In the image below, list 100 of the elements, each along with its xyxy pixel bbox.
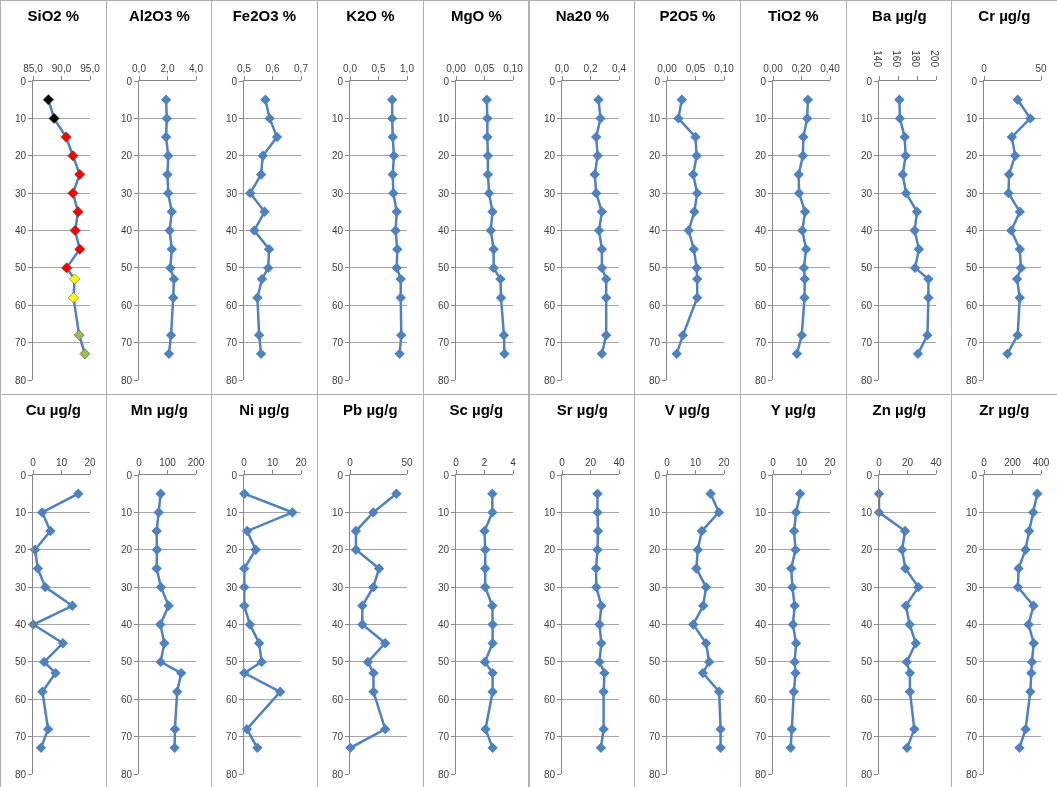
point (1028, 600, 1039, 611)
x-tick-label: 160 (890, 50, 902, 68)
chart-title: Ba µg/g (871, 7, 927, 25)
x-tick-label: 0 (453, 456, 460, 468)
point (896, 544, 907, 555)
point (479, 525, 490, 536)
y-tick-label: 60 (120, 299, 133, 311)
y-tick-label: 60 (331, 693, 344, 705)
point (897, 169, 908, 180)
y-tick-label: 70 (437, 337, 450, 349)
point (368, 667, 379, 678)
y-tick-label: 60 (754, 693, 767, 705)
point (799, 292, 810, 303)
chart-title: Al2O3 % (128, 7, 190, 25)
point (37, 686, 48, 697)
point (362, 656, 374, 667)
point (802, 94, 813, 105)
y-tick-label: 50 (331, 655, 344, 667)
point (797, 225, 808, 236)
y-tick-label: 10 (120, 506, 133, 518)
y-tick-label: 80 (754, 374, 767, 386)
y-tick-label: 70 (120, 337, 133, 349)
y-tick-label: 70 (860, 337, 873, 349)
point (1012, 329, 1024, 341)
y-tick-label: 40 (754, 225, 767, 236)
x-tick-label: 100 (158, 456, 176, 468)
y-tick-label: 80 (14, 374, 27, 386)
x-tick-label: 140 (871, 50, 883, 68)
y-tick-label: 50 (754, 655, 767, 667)
point (913, 243, 924, 255)
x-tick-label: 20 (84, 456, 96, 468)
point (1014, 742, 1025, 753)
point (245, 187, 256, 199)
point (169, 742, 180, 753)
y-tick-label: 0 (337, 469, 344, 480)
x-tick-label: 0,4 (611, 63, 626, 74)
point (683, 225, 695, 236)
y-tick-label: 80 (331, 768, 344, 779)
y-tick-label: 30 (437, 187, 450, 199)
y-tick-label: 20 (649, 150, 661, 162)
x-tick-label: 10 (55, 456, 68, 468)
point (161, 169, 173, 180)
y-tick-label: 60 (120, 693, 133, 705)
y-tick-label: 40 (14, 225, 27, 236)
point (390, 225, 401, 236)
y-tick-label: 20 (966, 543, 978, 555)
point (250, 544, 262, 555)
y-tick-label: 40 (754, 618, 767, 630)
y-tick-label: 60 (860, 299, 873, 311)
y-tick-label: 10 (226, 506, 238, 518)
point (155, 581, 166, 592)
point (912, 581, 924, 592)
y-tick-label: 20 (14, 543, 27, 555)
point (912, 348, 923, 360)
x-tick-label: 50 (401, 456, 414, 468)
point (801, 113, 813, 124)
point (256, 656, 268, 667)
y-tick-label: 0 (866, 75, 873, 87)
point (1020, 544, 1031, 555)
point (590, 562, 601, 574)
y-tick-label: 50 (966, 262, 978, 274)
y-tick-label: 10 (649, 112, 661, 124)
point (72, 206, 84, 218)
point (479, 656, 490, 667)
point (1025, 686, 1036, 697)
point (258, 150, 269, 161)
point (165, 329, 176, 341)
chart-title: Na20 % (555, 7, 609, 25)
point (911, 206, 922, 218)
point (73, 487, 84, 499)
y-tick-label: 30 (649, 187, 661, 199)
y-tick-label: 0 (443, 469, 450, 480)
point (904, 686, 915, 697)
y-tick-label: 40 (966, 225, 978, 236)
point (901, 742, 912, 753)
point (798, 131, 809, 143)
point (67, 187, 79, 199)
point (249, 225, 260, 236)
point (57, 637, 69, 648)
point (909, 225, 920, 236)
point (1024, 525, 1035, 536)
x-tick-label: 0,5 (371, 63, 386, 74)
point (242, 723, 253, 734)
point (921, 329, 933, 341)
y-tick-label: 60 (226, 299, 238, 311)
y-tick-label: 80 (543, 374, 555, 386)
point (499, 348, 510, 360)
y-tick-label: 80 (226, 374, 238, 386)
point (597, 686, 609, 697)
point (1028, 637, 1040, 648)
point (691, 562, 702, 574)
point (357, 600, 368, 611)
point (595, 742, 606, 753)
point (486, 600, 498, 611)
y-tick-label: 0 (548, 469, 555, 480)
y-tick-label: 70 (649, 730, 661, 742)
y-tick-label: 10 (860, 506, 873, 518)
point (1023, 618, 1035, 630)
point (257, 273, 268, 285)
x-tick-label: 0,6 (265, 63, 281, 74)
